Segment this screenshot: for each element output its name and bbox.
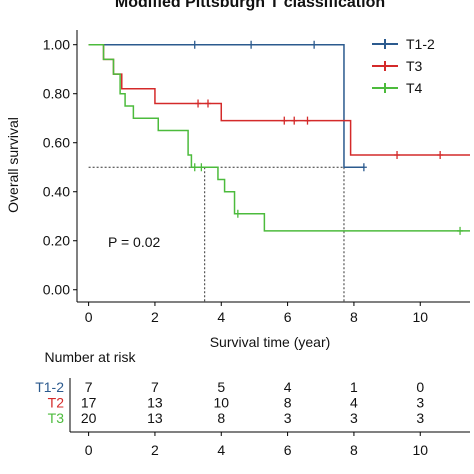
- risk-count: 20: [81, 410, 97, 426]
- risk-count: 4: [284, 379, 292, 395]
- censor-mark: [195, 99, 202, 108]
- legend-label: T3: [406, 58, 423, 74]
- risk-count: 3: [416, 395, 424, 411]
- x-tick-label: 4: [217, 309, 225, 325]
- censor-mark: [205, 99, 211, 108]
- censor-mark: [198, 163, 205, 172]
- risk-x-tick-label: 10: [412, 442, 428, 458]
- censor-mark: [457, 226, 464, 235]
- censor-mark: [394, 150, 401, 159]
- censor-mark: [191, 163, 198, 172]
- risk-count: 17: [81, 395, 97, 411]
- risk-count: 7: [85, 379, 93, 395]
- risk-x-tick-label: 4: [217, 442, 225, 458]
- censor-mark: [360, 163, 367, 172]
- risk-count: 3: [350, 410, 358, 426]
- x-tick-label: 2: [151, 309, 159, 325]
- x-tick-label: 8: [350, 309, 358, 325]
- y-tick-label: 0.40: [43, 184, 70, 200]
- risk-x-tick-label: 0: [85, 442, 93, 458]
- censor-mark: [291, 116, 298, 125]
- y-axis-label: Overall survival: [5, 117, 21, 213]
- risk-x-tick-label: 8: [350, 442, 358, 458]
- risk-title: Number at risk: [44, 349, 136, 365]
- legend-symbol: [380, 39, 390, 49]
- y-tick-label: 0.00: [43, 282, 70, 298]
- risk-count: 5: [217, 379, 225, 395]
- censor-mark: [191, 40, 198, 49]
- y-tick-label: 0.60: [43, 135, 70, 151]
- censor-mark: [234, 209, 241, 218]
- censor-mark: [437, 150, 444, 159]
- risk-count: 7: [151, 379, 159, 395]
- legend-label: T1-2: [406, 36, 435, 52]
- risk-count: 3: [284, 410, 292, 426]
- risk-count: 1: [350, 379, 358, 395]
- censor-mark: [248, 40, 255, 49]
- x-axis-label: Survival time (year): [210, 334, 331, 350]
- censor-mark: [281, 116, 288, 125]
- legend-label: T4: [406, 80, 423, 96]
- annotation: P = 0.02: [108, 234, 161, 250]
- risk-row-label: T2: [48, 395, 65, 411]
- risk-x-tick-label: 2: [151, 442, 159, 458]
- risk-count: 13: [147, 395, 163, 411]
- risk-count: 4: [350, 395, 358, 411]
- risk-count: 8: [217, 410, 225, 426]
- risk-row-label: T1-2: [35, 379, 64, 395]
- legend-symbol: [380, 83, 390, 93]
- risk-x-tick-label: 6: [284, 442, 292, 458]
- x-tick-label: 10: [412, 309, 428, 325]
- risk-count: 10: [213, 395, 229, 411]
- y-tick-label: 0.80: [43, 86, 70, 102]
- risk-count: 3: [416, 410, 424, 426]
- risk-count: 8: [284, 395, 292, 411]
- censor-mark: [311, 40, 318, 49]
- risk-row-label: T3: [48, 410, 65, 426]
- survival-curve: [88, 43, 470, 232]
- y-tick-label: 1.00: [43, 37, 70, 53]
- x-tick-label: 0: [85, 309, 93, 325]
- survival-curve: [88, 43, 364, 168]
- censor-mark: [304, 116, 311, 125]
- legend-symbol: [380, 61, 390, 71]
- risk-count: 0: [416, 379, 424, 395]
- risk-count: 13: [147, 410, 163, 426]
- y-tick-label: 0.20: [43, 233, 70, 249]
- chart-title: Modified Pittsburgh T classification: [115, 0, 385, 11]
- x-tick-label: 6: [284, 309, 292, 325]
